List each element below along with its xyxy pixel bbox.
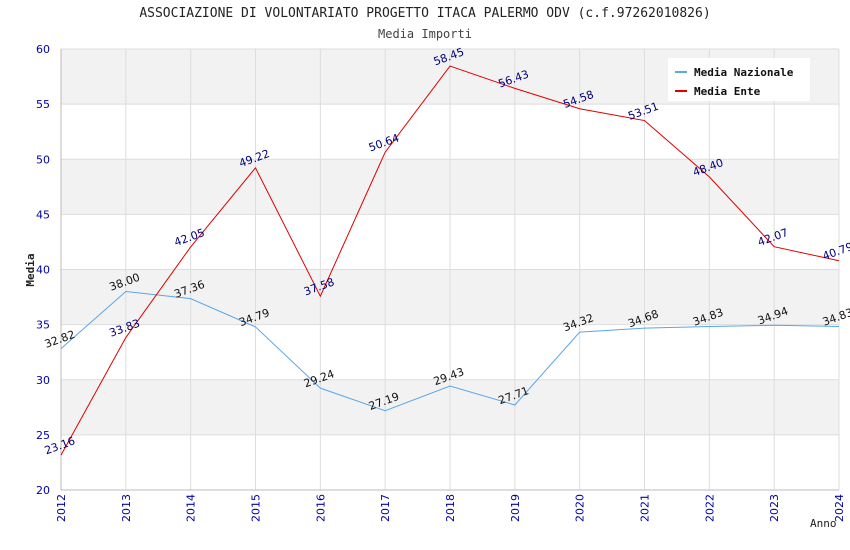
chart-title: ASSOCIAZIONE DI VOLONTARIATO PROGETTO IT… — [139, 6, 711, 21]
legend-label: Media Ente — [694, 85, 761, 98]
y-tick-label: 55 — [36, 98, 50, 111]
y-tick-label: 50 — [36, 153, 50, 166]
y-tick-label: 35 — [36, 319, 50, 332]
legend: Media Nazionale Media Ente — [668, 58, 810, 101]
y-axis-label: Media — [24, 253, 37, 286]
y-tick-label: 20 — [36, 484, 50, 497]
x-tick-label: 2014 — [185, 494, 198, 522]
x-tick-label: 2024 — [833, 494, 846, 522]
y-tick-label: 25 — [36, 429, 50, 442]
x-tick-label: 2021 — [639, 494, 652, 522]
x-tick-label: 2013 — [120, 494, 133, 522]
y-tick-label: 30 — [36, 374, 50, 387]
x-tick-label: 2020 — [574, 494, 587, 522]
series-line-media-nazionale — [60, 291, 840, 412]
grid-lines — [60, 48, 840, 491]
x-tick-labels: 2012 2013 2014 2015 2016 2017 2018 2019 2020 2021… — [55, 494, 846, 522]
x-tick-label: 2022 — [703, 494, 716, 522]
x-tick-label: 2016 — [314, 494, 327, 522]
x-tick-label: 2023 — [768, 494, 781, 522]
series-line-media-ente — [60, 65, 840, 456]
legend-label: Media Nazionale — [694, 66, 794, 79]
series-lines — [60, 65, 840, 456]
x-tick-label: 2019 — [509, 494, 522, 522]
y-tick-label: 60 — [36, 43, 50, 56]
y-tick-label: 45 — [36, 208, 50, 221]
chart-subtitle: Media Importi — [378, 27, 472, 41]
axes — [60, 49, 839, 491]
x-tick-label: 2017 — [379, 494, 392, 522]
y-tick-label: 40 — [36, 264, 50, 277]
x-axis-label: Anno — [810, 517, 837, 530]
y-tick-labels: 20 25 30 35 40 45 50 55 60 — [36, 43, 50, 497]
x-tick-label: 2015 — [250, 494, 263, 522]
legend-box — [668, 58, 810, 101]
x-tick-label: 2012 — [55, 494, 68, 522]
x-tick-label: 2018 — [444, 494, 457, 522]
